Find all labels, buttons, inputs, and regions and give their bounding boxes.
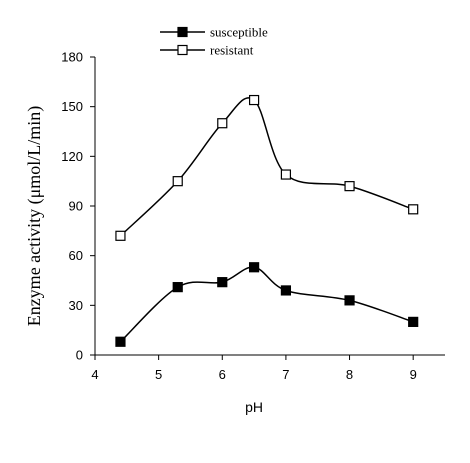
series-line	[119, 97, 414, 237]
legend: susceptible resistant	[160, 25, 268, 58]
legend-marker	[177, 26, 188, 38]
y-tick-label: 90	[69, 199, 83, 214]
legend-marker	[177, 44, 188, 56]
x-tick-label: 7	[282, 367, 289, 382]
x-tick-label: 4	[91, 367, 98, 382]
legend-item-susceptible: susceptible	[160, 25, 268, 40]
x-tick-label: 9	[410, 367, 417, 382]
series-resistant	[115, 94, 419, 241]
data-point	[172, 282, 183, 293]
data-point	[280, 169, 292, 180]
y-ticks: 0 30 60 90 120 150 180	[61, 50, 95, 363]
data-point	[217, 118, 228, 129]
data-point	[280, 285, 292, 296]
y-tick-label: 60	[69, 248, 83, 263]
data-point	[115, 336, 126, 347]
data-point	[344, 181, 355, 192]
legend-label: susceptible	[210, 25, 268, 40]
legend-item-resistant: resistant	[160, 43, 254, 58]
data-point	[408, 204, 419, 215]
x-tick-label: 8	[346, 367, 353, 382]
data-point	[408, 316, 419, 327]
data-point	[248, 94, 260, 106]
legend-label: resistant	[210, 43, 254, 58]
y-tick-label: 150	[61, 99, 83, 114]
y-axis-title: Enzyme activity (μmol/L/min)	[24, 106, 45, 327]
series-layer	[115, 94, 419, 347]
data-point	[248, 262, 260, 273]
y-tick-label: 0	[76, 348, 83, 363]
x-tick-label: 6	[219, 367, 226, 382]
x-ticks: 4 5 6 7 8 9	[91, 355, 417, 382]
x-axis-title: pH	[245, 399, 263, 415]
data-point	[172, 176, 183, 187]
x-tick-label: 5	[155, 367, 162, 382]
data-point	[115, 230, 126, 241]
series-line	[119, 266, 414, 343]
axes	[94, 57, 445, 356]
series-susceptible	[115, 262, 419, 347]
data-point	[217, 277, 228, 288]
y-tick-label: 30	[69, 298, 83, 313]
y-tick-label: 180	[61, 50, 83, 65]
data-point	[344, 295, 355, 306]
y-tick-label: 120	[61, 149, 83, 164]
